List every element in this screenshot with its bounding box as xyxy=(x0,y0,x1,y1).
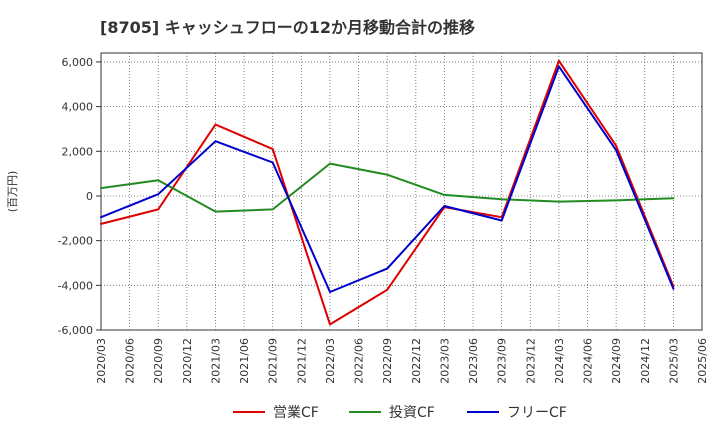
x-tick-label: 2025/03 xyxy=(667,338,680,384)
x-tick-label: 2020/03 xyxy=(95,338,108,384)
legend-label-3: フリーCF xyxy=(507,405,567,421)
x-tick-label: 2023/06 xyxy=(467,338,480,384)
x-tick-label: 2021/12 xyxy=(295,338,308,384)
plot-frame xyxy=(100,52,703,331)
x-tick-label: 2021/03 xyxy=(209,338,222,384)
x-tick-label: 2021/09 xyxy=(267,338,280,384)
x-tick-label: 2024/06 xyxy=(582,338,595,384)
legend-label-2: 投資CF xyxy=(389,405,435,421)
x-tick-label: 2024/03 xyxy=(553,338,566,384)
x-tick-label: 2020/06 xyxy=(124,338,137,384)
x-tick-label: 2020/09 xyxy=(152,338,165,384)
x-tick-label: 2023/09 xyxy=(496,338,509,384)
y-tick-label: -6,000 xyxy=(58,324,93,337)
y-tick-label: -4,000 xyxy=(58,279,93,292)
x-tick-label: 2022/12 xyxy=(410,338,423,384)
x-tick-label: 2025/06 xyxy=(696,338,709,384)
y-tick-label: 6,000 xyxy=(62,56,94,69)
series-line-1 xyxy=(100,59,675,326)
x-tick-label: 2020/12 xyxy=(181,338,194,384)
x-tick-label: 2024/12 xyxy=(639,338,652,384)
x-tick-label: 2022/09 xyxy=(381,338,394,384)
y-tick-label: 4,000 xyxy=(62,101,94,114)
chart-title: [8705] キャッシュフローの12か月移動合計の推移 xyxy=(100,18,475,37)
x-tick-label: 2023/03 xyxy=(438,338,451,384)
x-tick-label: 2024/09 xyxy=(610,338,623,384)
series-line-3 xyxy=(100,65,675,293)
x-tick-label: 2022/06 xyxy=(353,338,366,384)
x-tick-label: 2021/06 xyxy=(238,338,251,384)
y-axis-label: (百万円) xyxy=(6,171,19,213)
x-tick-label: 2023/12 xyxy=(524,338,537,384)
series-line-2 xyxy=(100,162,675,213)
plot-area xyxy=(101,53,702,330)
legend-label-1: 営業CF xyxy=(273,405,319,421)
y-tick-label: 0 xyxy=(86,190,93,203)
y-tick-label: 2,000 xyxy=(62,145,94,158)
x-tick-label: 2022/03 xyxy=(324,338,337,384)
y-tick-label: -2,000 xyxy=(58,235,93,248)
